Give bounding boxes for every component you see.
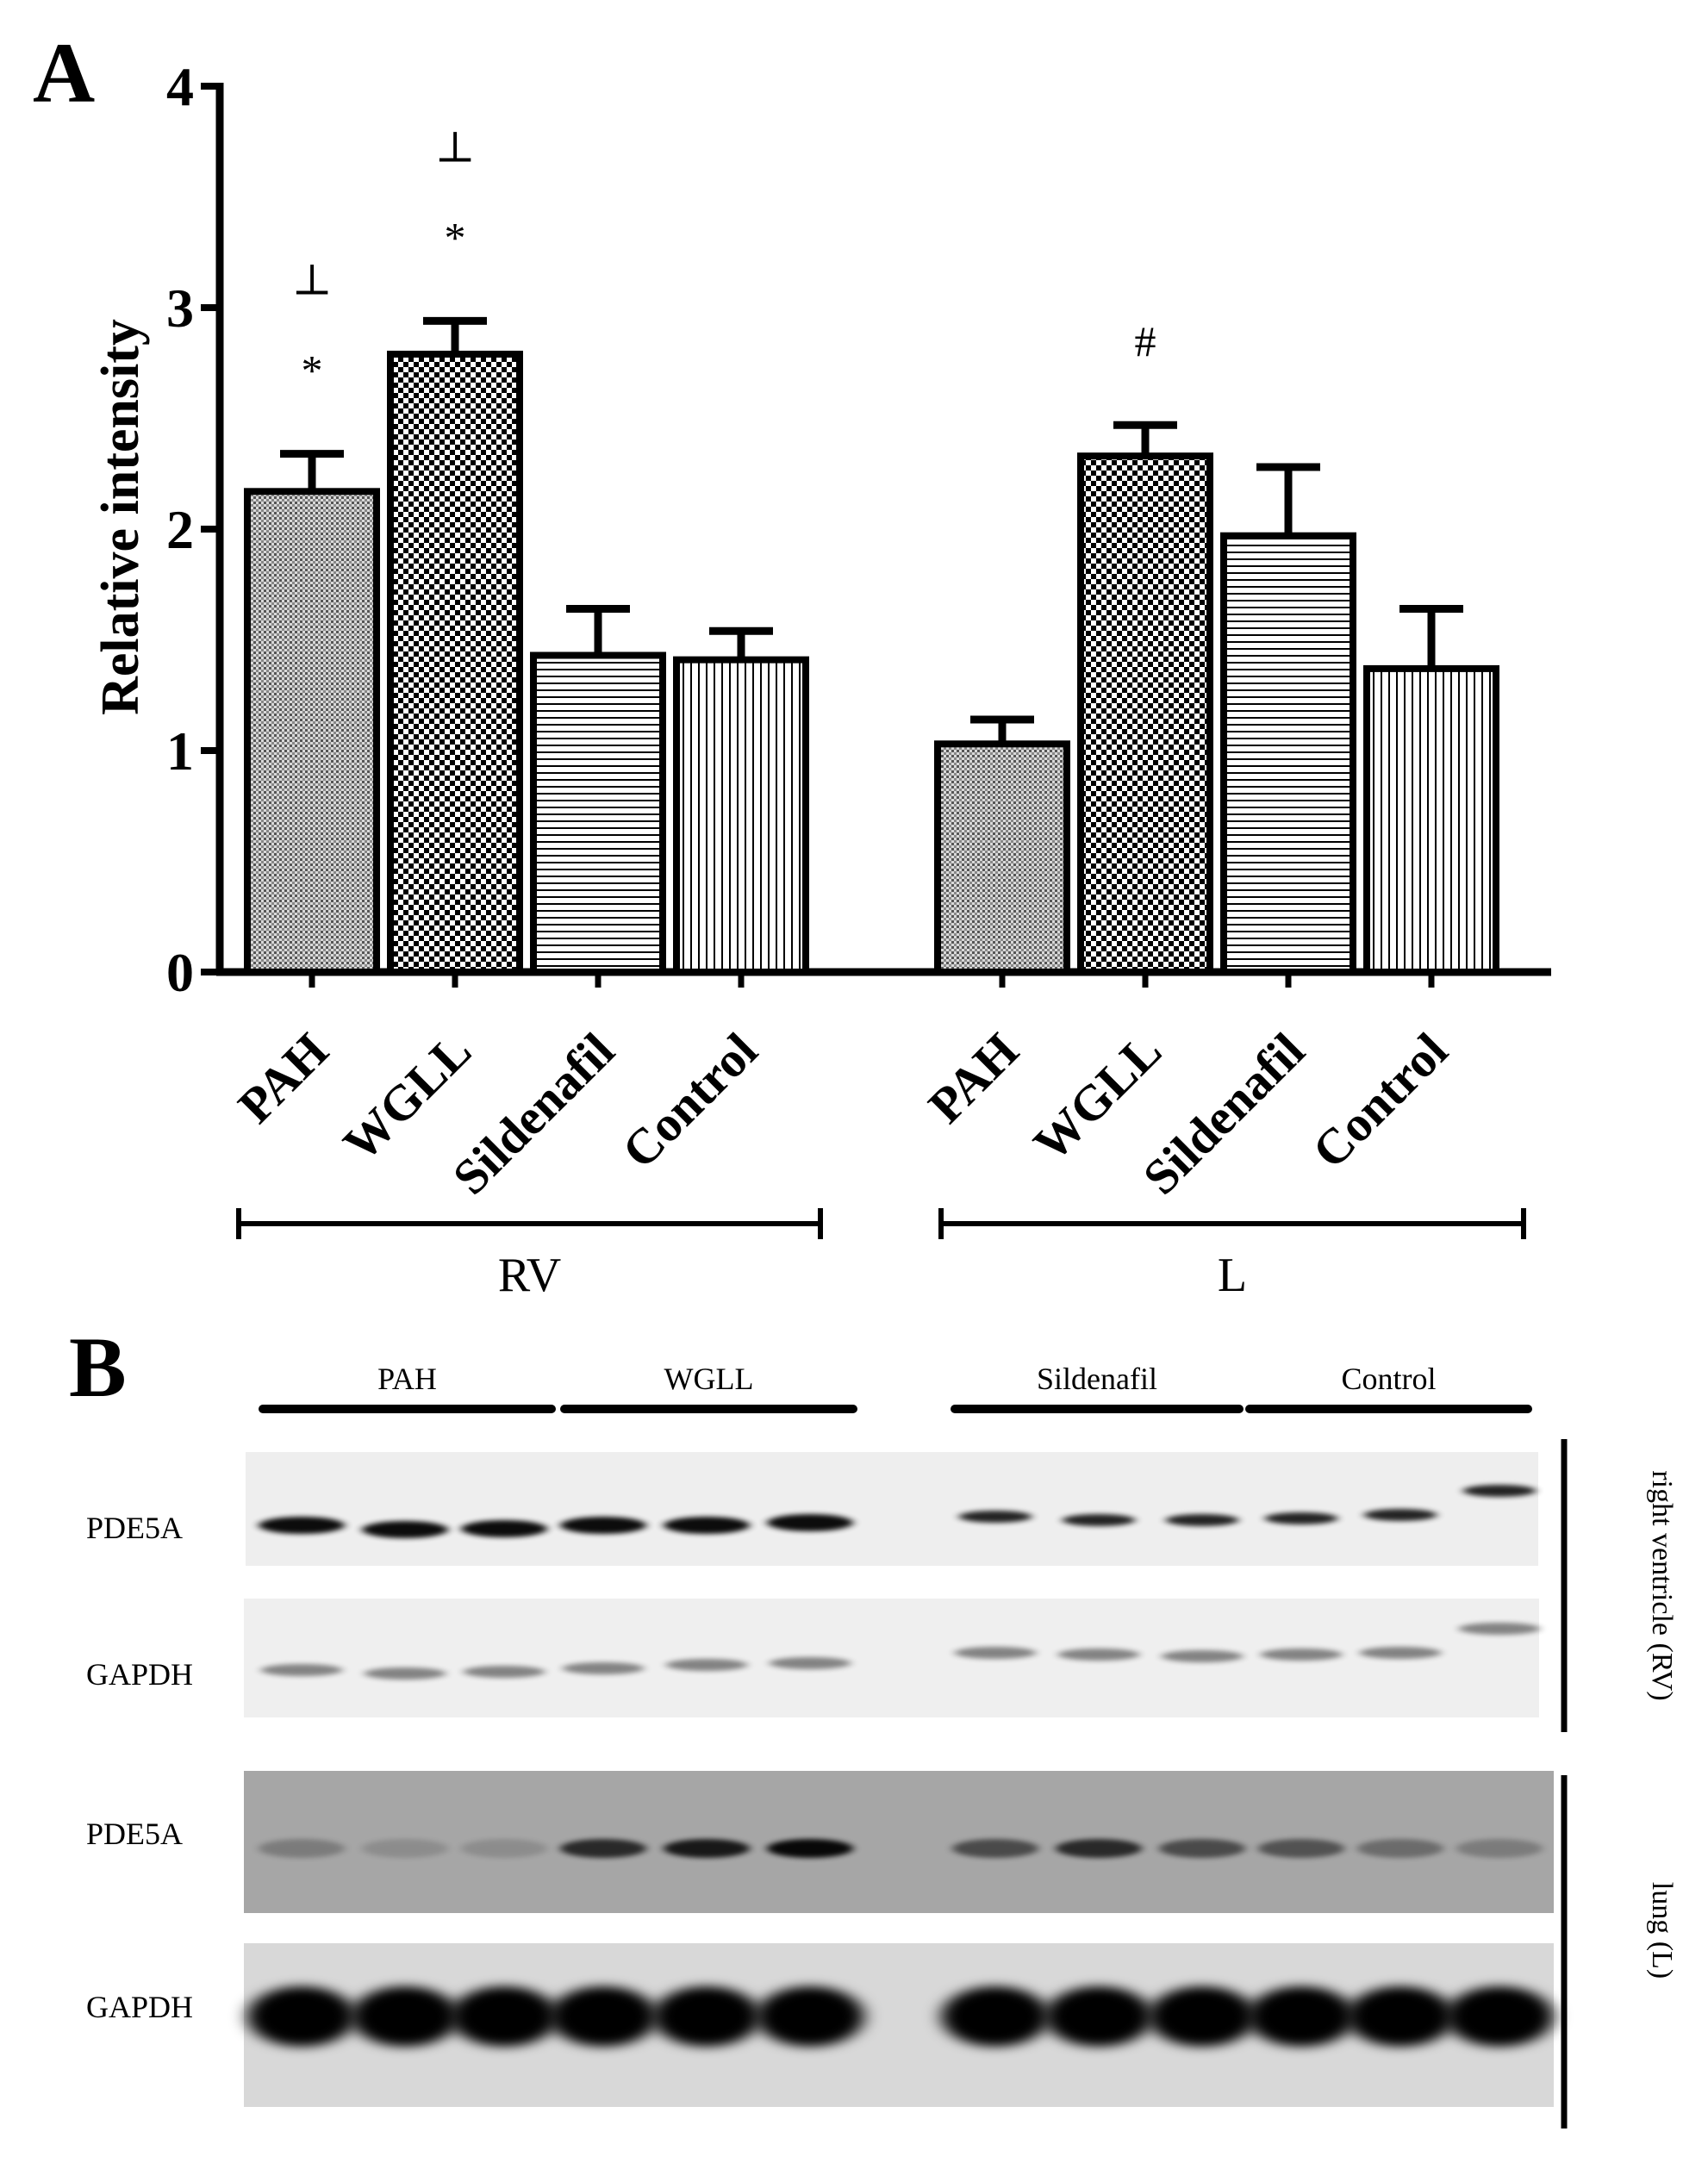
x-tick-label: PAH <box>228 1022 339 1133</box>
blot-band <box>1357 1839 1443 1858</box>
blot-band <box>665 1659 748 1671</box>
blot-row-label: GAPDH <box>86 1990 193 2024</box>
blot-band <box>1359 1647 1442 1659</box>
blot-band <box>941 1986 1050 2047</box>
blot-group-label: PAH <box>377 1362 437 1396</box>
significance-mark: ⊥ <box>434 122 475 171</box>
panel-a-label: A <box>33 25 95 121</box>
blot-band <box>560 1517 646 1534</box>
blot-band <box>1346 1986 1455 2047</box>
significance-mark: * <box>302 346 323 395</box>
blot-band <box>260 1664 343 1676</box>
x-tick-label: Control <box>611 1022 768 1179</box>
y-tick-label: 0 <box>166 942 194 1003</box>
blot-band <box>664 1839 750 1858</box>
blot-band <box>767 1514 853 1531</box>
blot-band <box>1258 1839 1344 1858</box>
blot-band <box>247 1986 356 2047</box>
blot-band <box>1247 1986 1356 2047</box>
blot-band <box>1057 1649 1140 1661</box>
blot-band <box>756 1986 864 2047</box>
blot-membrane <box>244 1599 1539 1717</box>
blot-band <box>1148 1986 1256 2047</box>
panel-b-label: B <box>69 1319 127 1415</box>
y-tick-label: 4 <box>166 56 194 117</box>
blot-band <box>463 1666 545 1678</box>
blot-band <box>1462 1485 1537 1497</box>
bar <box>1220 532 1356 976</box>
significance-mark: * <box>445 213 466 261</box>
blot-band <box>259 1839 345 1858</box>
blot-band <box>1165 1514 1239 1526</box>
tissue-label: lung (L) <box>1646 1882 1678 1979</box>
significance-mark: # <box>1135 317 1156 365</box>
blot-band <box>364 1667 446 1680</box>
blot-band <box>954 1647 1037 1659</box>
blot-band <box>769 1657 851 1669</box>
blot-row-label: GAPDH <box>86 1657 193 1692</box>
blot-band <box>1062 1514 1136 1526</box>
bar <box>387 350 523 976</box>
blot-band <box>351 1986 459 2047</box>
bar <box>244 488 380 975</box>
blot-band <box>461 1839 547 1858</box>
western-blots: PAH WGLL Sildenafil Control PDE5A GAPDH PDE5A G… <box>86 1362 1678 2128</box>
blot-band <box>652 1986 761 2047</box>
bar <box>1077 452 1213 975</box>
blot-band <box>958 1511 1032 1523</box>
blot-band <box>562 1662 645 1674</box>
bar-chart: 01234⊥*PAH⊥*WGLLSildenafilControlRVPAH#W… <box>166 56 1551 1302</box>
blot-band <box>1044 1986 1153 2047</box>
group-label: RV <box>498 1249 561 1302</box>
y-tick-label: 1 <box>166 720 194 782</box>
bar <box>530 651 666 975</box>
x-tick-label: Control <box>1301 1022 1458 1179</box>
blot-band <box>362 1521 448 1538</box>
y-tick-label: 3 <box>166 277 194 339</box>
blot-band <box>461 1520 547 1537</box>
blot-band <box>259 1517 345 1534</box>
blot-band <box>767 1839 853 1858</box>
blot-band <box>560 1839 646 1858</box>
bar <box>673 656 809 975</box>
blot-band <box>1056 1839 1142 1858</box>
significance-mark: ⊥ <box>291 256 332 304</box>
blot-membrane <box>246 1452 1538 1566</box>
bar <box>934 740 1070 975</box>
blot-band <box>664 1517 750 1534</box>
blot-row-label: PDE5A <box>86 1511 183 1545</box>
blot-band <box>1363 1509 1437 1521</box>
blot-band <box>549 1986 658 2047</box>
blot-band <box>952 1839 1038 1858</box>
blot-band <box>1159 1839 1245 1858</box>
y-tick-label: 2 <box>166 499 194 560</box>
blot-band <box>1456 1839 1543 1858</box>
tissue-label: right ventricle (RV) <box>1646 1470 1678 1700</box>
y-axis-label: Relative intensity <box>91 319 150 715</box>
bar <box>1363 664 1499 975</box>
blot-group-label: WGLL <box>664 1362 754 1396</box>
blot-band <box>362 1839 448 1858</box>
blot-band <box>1260 1649 1343 1661</box>
blot-membrane <box>244 1771 1554 1913</box>
blot-row-label: PDE5A <box>86 1817 183 1851</box>
blot-band <box>1264 1512 1338 1524</box>
blot-band <box>1445 1986 1554 2047</box>
blot-group-label: Sildenafil <box>1037 1362 1157 1396</box>
blot-band <box>1458 1623 1541 1635</box>
blot-band <box>1161 1650 1244 1662</box>
blot-band <box>450 1986 558 2047</box>
group-label: L <box>1218 1249 1247 1302</box>
x-tick-label: PAH <box>918 1022 1029 1133</box>
blot-group-label: Control <box>1341 1362 1436 1396</box>
